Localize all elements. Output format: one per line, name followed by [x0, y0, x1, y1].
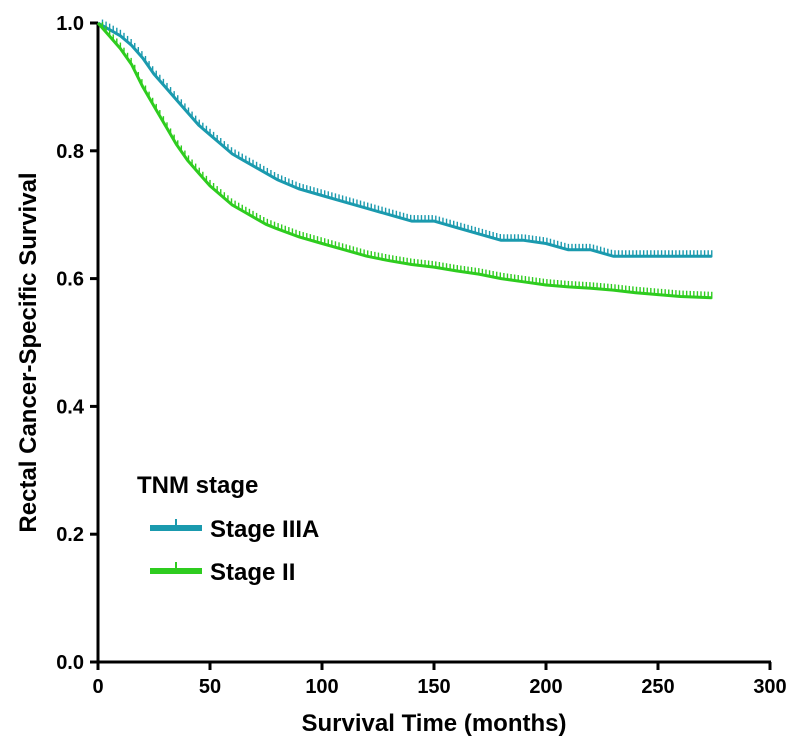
x-tick-label: 250: [641, 676, 674, 698]
censor-marks: [102, 20, 711, 258]
survival-curve: [98, 23, 712, 256]
legend: Stage IIIA Stage II: [150, 516, 319, 586]
legend-label: Stage II: [210, 559, 295, 586]
y-tick-label: 0.8: [56, 141, 84, 163]
y-tick-label: 0.0: [56, 652, 84, 674]
x-tick-label: 200: [529, 676, 562, 698]
y-tick-label: 0.6: [56, 269, 84, 291]
legend-item-stage-iiia: Stage IIIA: [150, 516, 319, 543]
x-axis-title: Survival Time (months): [302, 710, 567, 737]
x-tick-label: 0: [92, 676, 103, 698]
y-tick-label: 0.2: [56, 524, 84, 546]
x-tick-label: 150: [417, 676, 450, 698]
y-tick-label: 0.4: [56, 396, 85, 418]
y-tick-label: 1.0: [56, 13, 84, 35]
series-stage-iiia: [98, 20, 712, 258]
axes: 0 50 100 150 200 250 300 0.0 0.2 0.4 0.6 0.8 1.0: [56, 13, 787, 698]
legend-item-stage-ii: Stage II: [150, 559, 295, 586]
legend-title: TNM stage: [137, 472, 258, 499]
x-tick-label: 50: [199, 676, 221, 698]
y-axis-title: Rectal Cancer-Specific Survival: [15, 172, 42, 532]
legend-label: Stage IIIA: [210, 516, 319, 543]
series-layer: [98, 20, 712, 299]
x-tick-label: 300: [753, 676, 786, 698]
x-tick-label: 100: [305, 676, 338, 698]
